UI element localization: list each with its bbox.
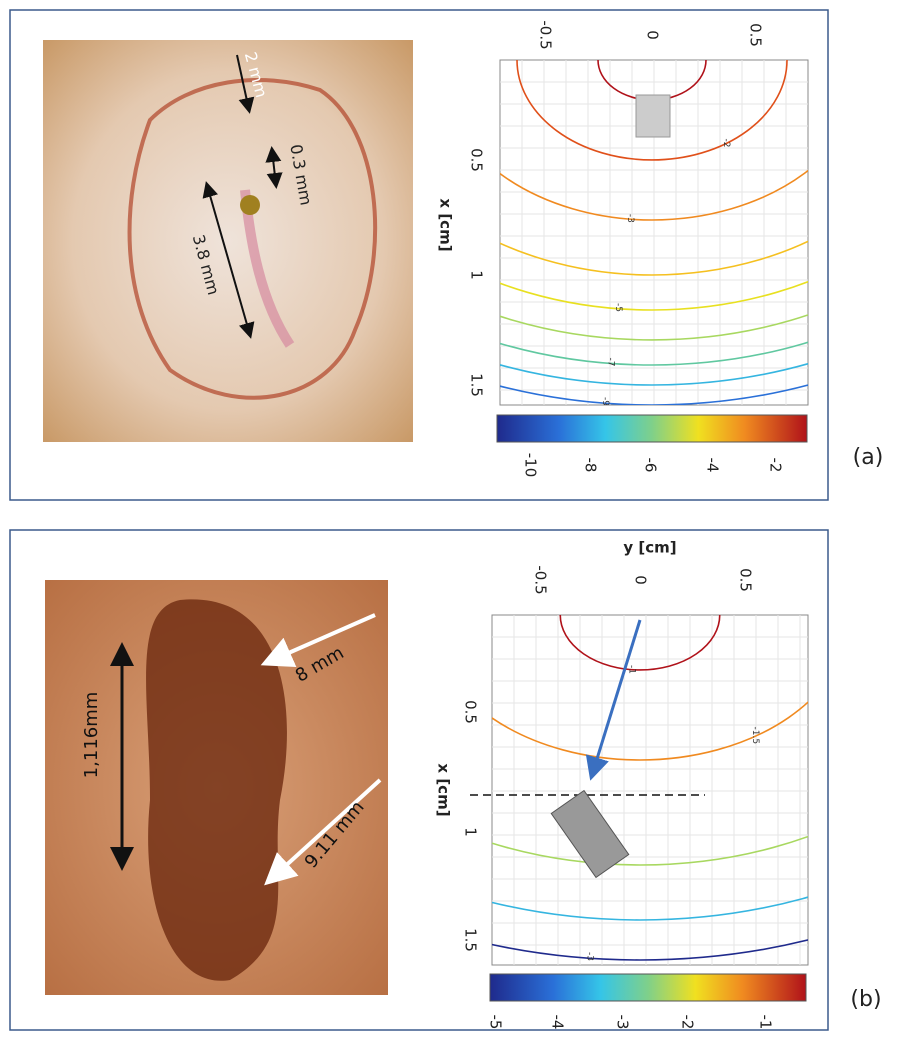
contour-label: -6	[854, 288, 864, 297]
contour-label: -1.5	[750, 727, 760, 745]
contour-label: -3	[584, 952, 594, 961]
colorbar-tick-label: -6	[642, 458, 660, 473]
left-tick-label: 1.5	[462, 928, 480, 952]
colorbar-tick-label: -5	[487, 1015, 505, 1030]
colorbar-tick-label: -3	[614, 1015, 632, 1030]
colorbar-tick-label: -2	[767, 458, 785, 473]
contour-label: -8	[888, 325, 898, 334]
left-tick-label: 1.5	[468, 373, 486, 397]
contour-label: -2	[721, 139, 731, 148]
colorbar-tick-label: -1	[757, 1015, 775, 1030]
photo	[43, 40, 413, 442]
left-tick-label: 1	[468, 270, 486, 280]
top-tick-label: 0.5	[747, 23, 765, 47]
axis-label: y [cm]	[623, 539, 676, 557]
specimen-head	[240, 195, 260, 215]
left-tick-label: 0.5	[462, 700, 480, 724]
panel-label: (a)	[853, 445, 884, 470]
contour-label: -1	[627, 665, 637, 674]
colorbar	[497, 415, 807, 442]
top-tick-label: 0	[644, 30, 662, 40]
left-tick-label: 0.5	[468, 148, 486, 172]
contour-label: -4	[806, 234, 816, 243]
contour-label: -9	[600, 397, 610, 406]
axis-label: x [cm]	[437, 198, 455, 251]
specimen-thumbnail	[636, 95, 670, 137]
left-tick-label: 1	[462, 827, 480, 837]
specimen	[146, 599, 287, 980]
colorbar-tick-label: -4	[549, 1015, 567, 1030]
top-tick-label: 0.5	[737, 568, 755, 592]
colorbar-tick-label: -4	[704, 458, 722, 473]
top-tick-label: -0.5	[532, 565, 550, 594]
panel-label: (b)	[850, 987, 881, 1012]
figure: 2 mm 0.3 mm 3.8 mm -1-2-3-4-5-6-7-8-9-10…	[0, 0, 898, 1039]
contour-label: -2.5	[878, 859, 888, 877]
contour-label: -3	[625, 214, 635, 223]
top-tick-label: 0	[632, 575, 650, 585]
colorbar-tick-label: -8	[582, 458, 600, 473]
contour-label: -5	[613, 303, 623, 312]
axis-label: x [cm]	[435, 763, 453, 816]
colorbar	[490, 974, 806, 1001]
colorbar-tick-label: -2	[679, 1015, 697, 1030]
top-tick-label: -0.5	[537, 20, 555, 49]
photo-annotation: 1,116mm	[81, 692, 102, 779]
colorbar-tick-label: -10	[522, 453, 540, 478]
contour-label: -7	[605, 357, 615, 366]
